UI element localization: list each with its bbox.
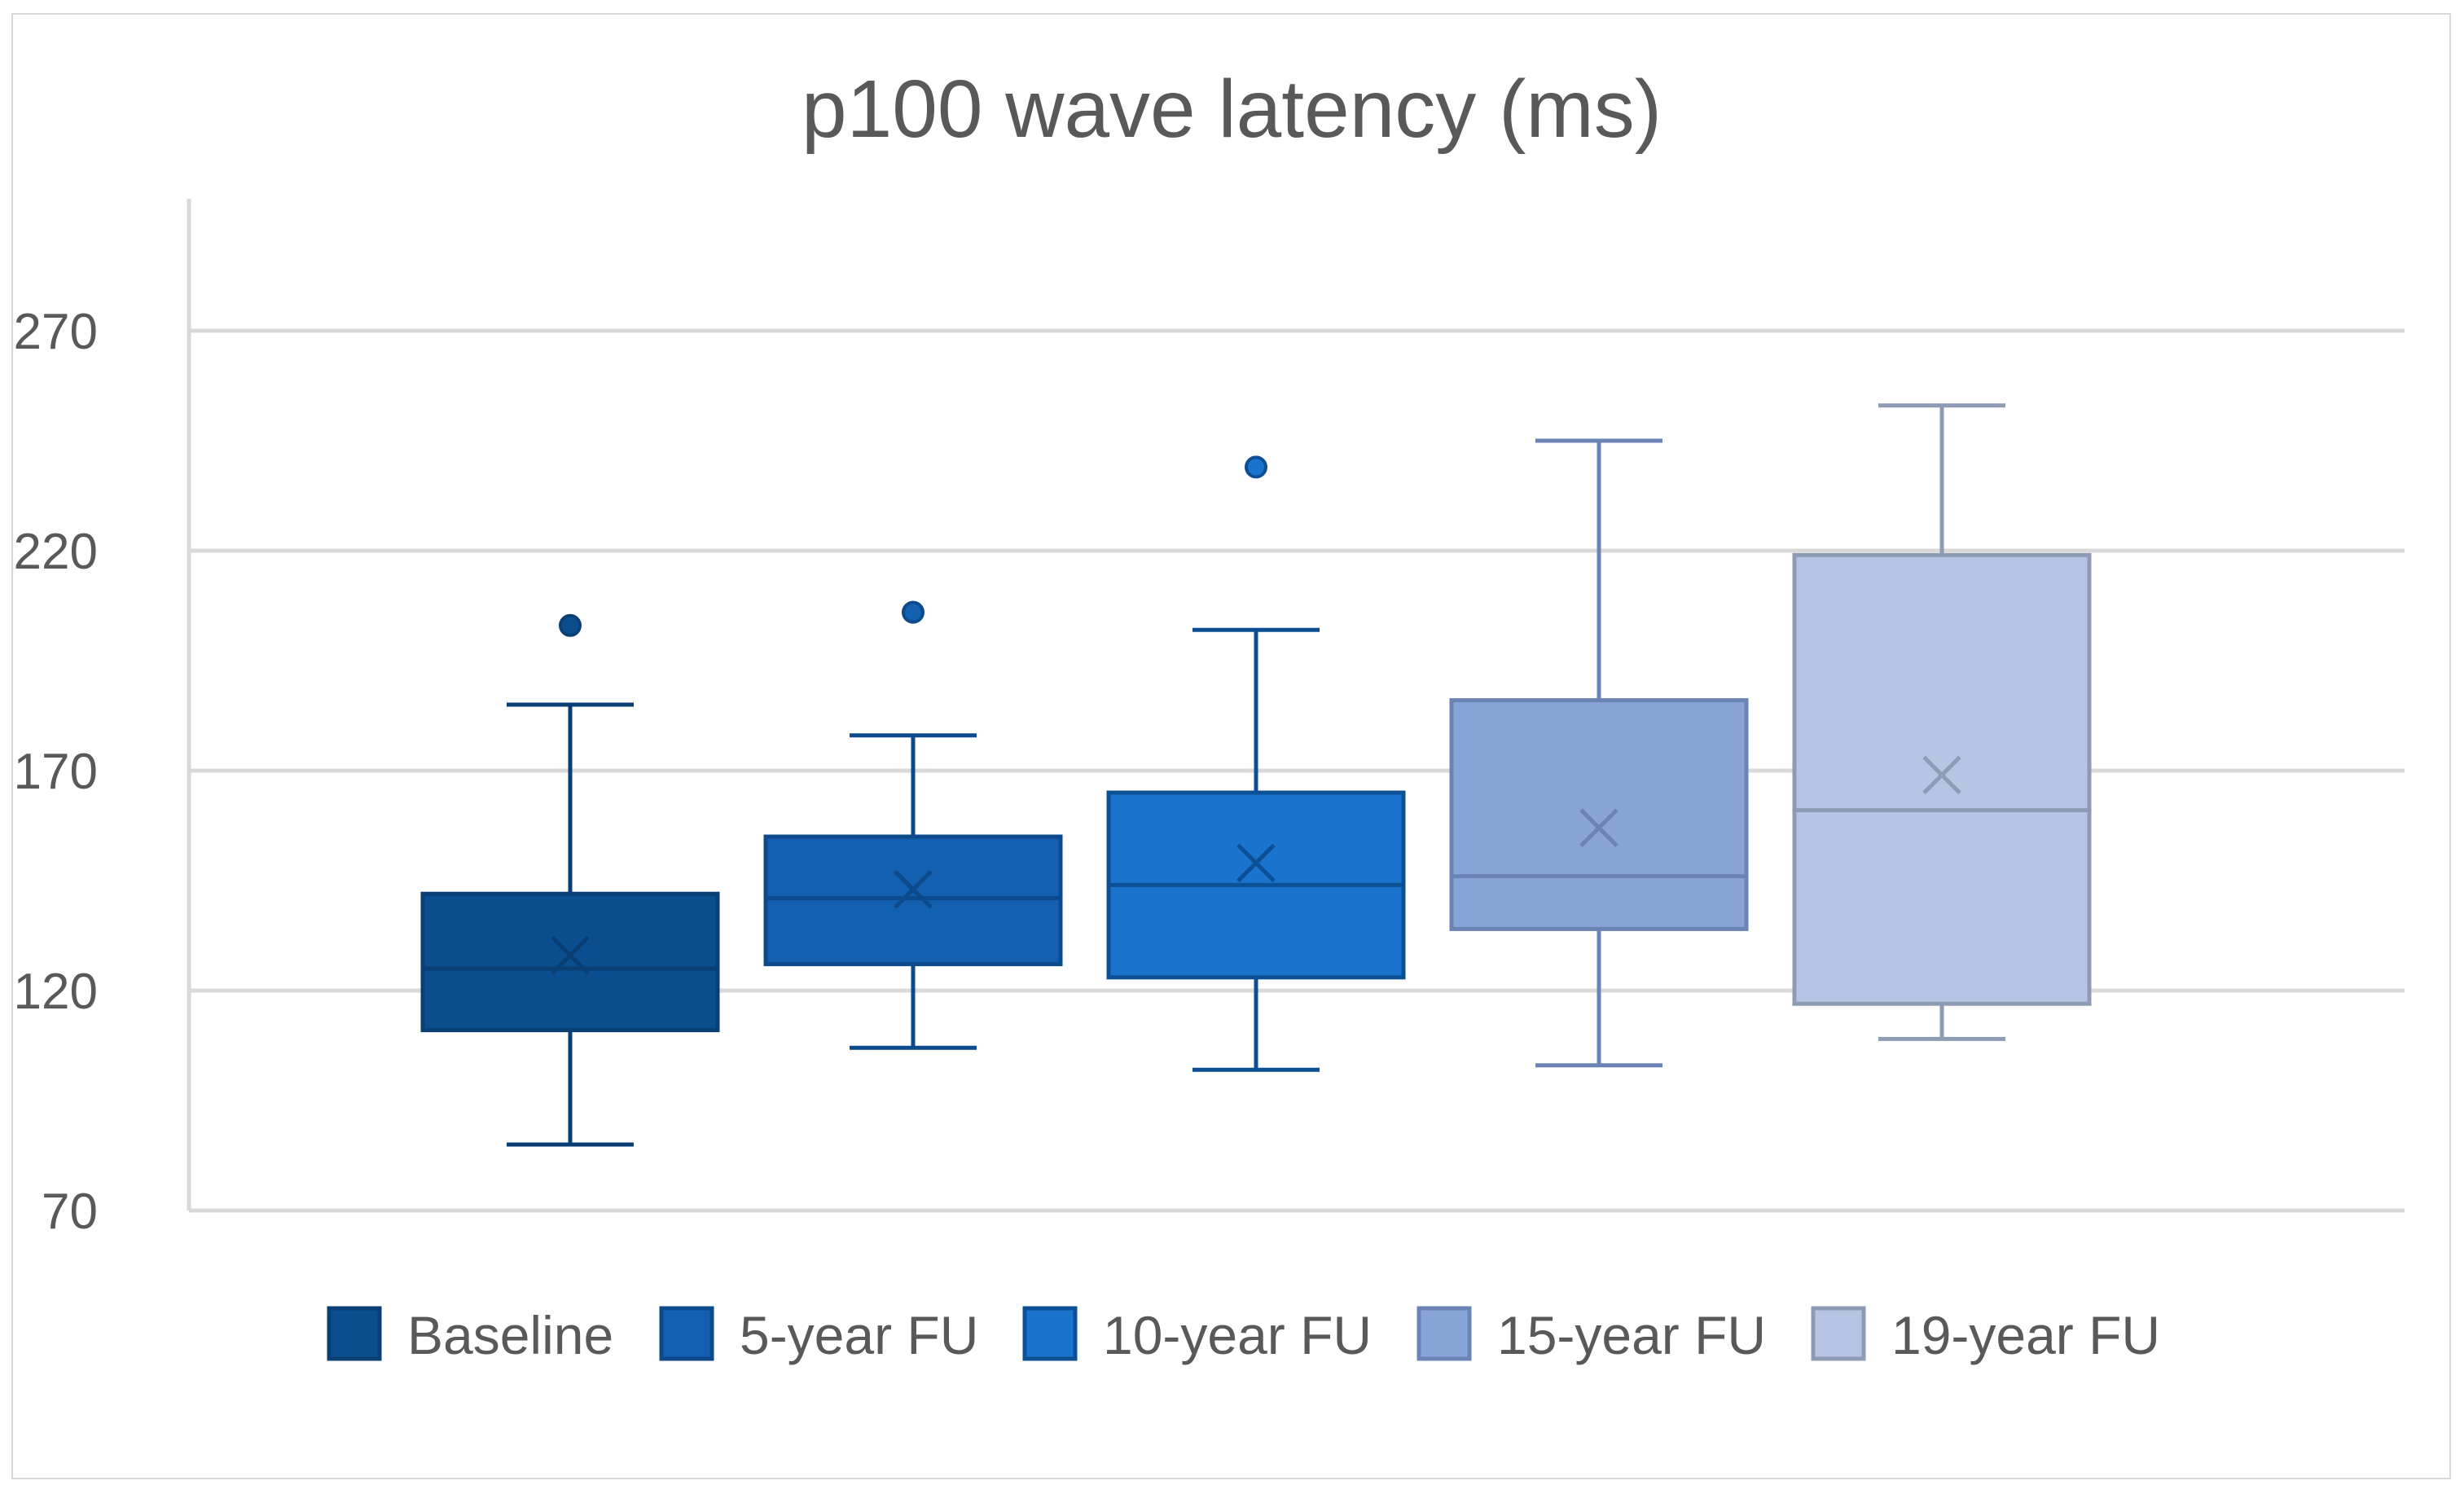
chart-title: p100 wave latency (ms) [802,64,1662,155]
box-baseline [420,613,720,1147]
mean-marker [1579,808,1619,847]
box-iqr [420,891,720,1033]
mean-marker [551,936,590,975]
legend-swatch-baseline [327,1306,382,1361]
outlier-point [1245,455,1267,479]
outlier-point [559,613,582,637]
legend: Baseline 5-year FU 10-year FU 15-year FU 19-… [327,1305,2160,1365]
box-10-year-fu [1106,455,1406,1072]
outlier-point [902,600,925,624]
mean-marker [1236,843,1276,883]
legend-swatch-5-year-fu [659,1306,714,1361]
box-iqr [1449,698,1749,931]
box-series [420,403,2092,1147]
legend-label: Baseline [407,1305,613,1365]
mean-marker [1922,755,1961,795]
box-iqr [1792,552,2092,1006]
y-axis-ticks: 70 120 170 220 270 [14,304,98,1240]
y-tick-label-270: 270 [14,304,98,360]
box-19-year-fu [1792,403,2092,1041]
box-iqr [763,834,1063,967]
legend-swatch-10-year-fu [1022,1306,1078,1361]
y-tick-label-170: 170 [14,744,98,800]
legend-swatch-15-year-fu [1416,1306,1472,1361]
legend-label: 19-year FU [1891,1305,2160,1365]
legend-label: 15-year FU [1497,1305,1766,1365]
legend-label: 10-year FU [1103,1305,1372,1365]
box-5-year-fu [763,600,1063,1050]
mean-marker [894,870,933,909]
legend-label: 5-year FU [740,1305,978,1365]
legend-swatch-19-year-fu [1811,1306,1866,1361]
y-tick-label-220: 220 [14,524,98,580]
y-tick-label-120: 120 [14,964,98,1020]
y-tick-label-70: 70 [42,1184,98,1240]
box-15-year-fu [1449,438,1749,1068]
